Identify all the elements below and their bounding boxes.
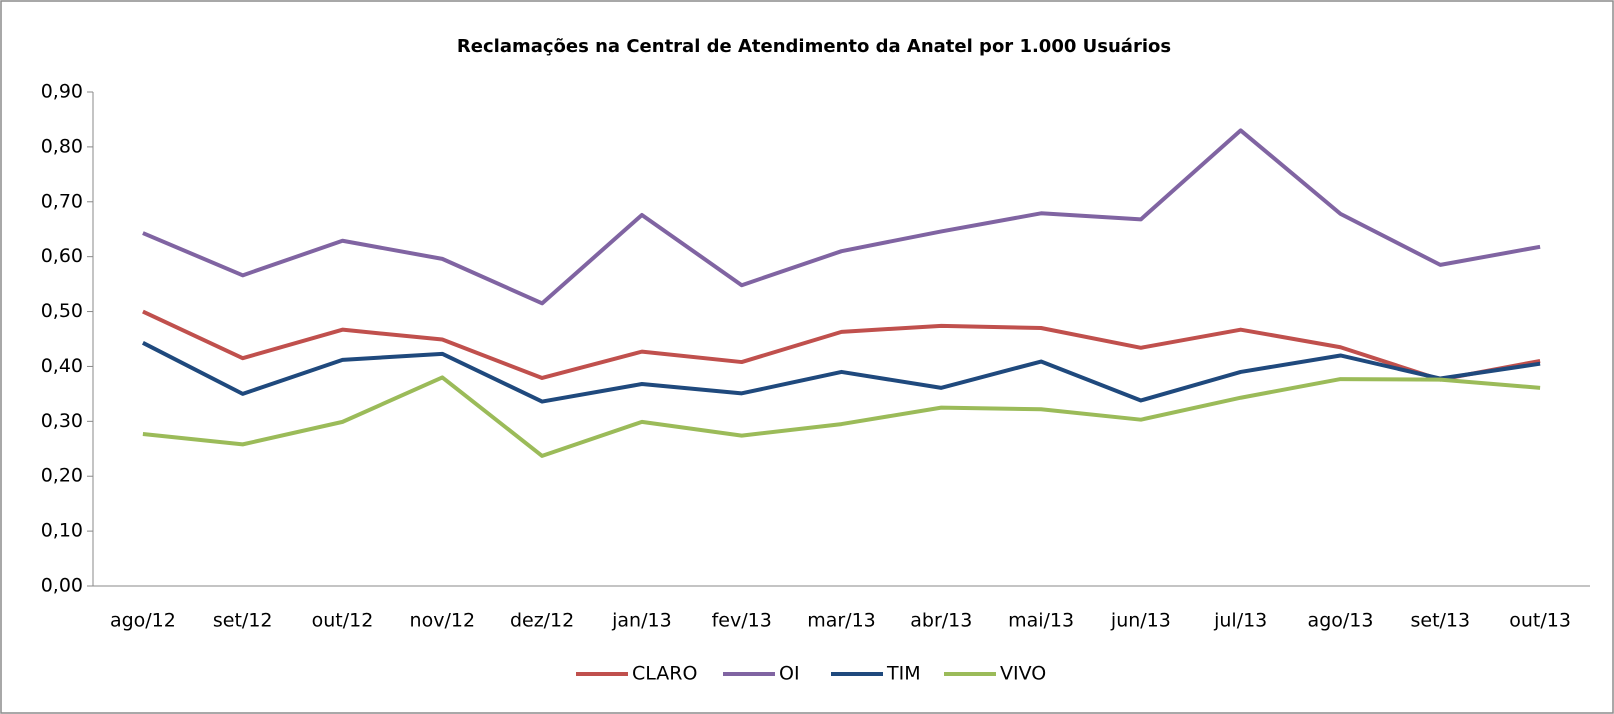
x-tick-label: mar/13 [807,610,876,632]
y-tick-label: 0,20 [41,465,83,487]
y-tick-label: 0,90 [41,81,83,103]
legend-label: CLARO [632,663,697,685]
line-series [142,375,1541,458]
x-tick-label: set/12 [213,610,273,632]
x-tick-label: out/12 [312,610,374,632]
x-tick-label: dez/12 [510,610,574,632]
x-tick-label: set/13 [1410,610,1470,632]
x-tick-label: ago/12 [110,610,176,632]
y-tick-label: 0,50 [41,300,83,322]
x-tick-label: ago/13 [1308,610,1374,632]
x-tick-label: nov/12 [410,610,476,632]
x-tick-label: fev/13 [712,610,772,632]
line-series [141,341,1541,404]
x-tick-label: jul/13 [1213,610,1267,632]
legend-label: TIM [886,663,921,685]
legend-label: VIVO [1000,663,1046,685]
x-tick-label: abr/13 [910,610,972,632]
y-tick-label: 0,00 [41,575,83,597]
y-tick-label: 0,40 [41,355,83,377]
y-tick-label: 0,70 [41,190,83,212]
y-tick-label: 0,10 [41,520,83,542]
x-tick-label: jan/13 [611,610,672,632]
y-tick-label: 0,60 [41,245,83,267]
line-series [142,309,1541,382]
y-tick-label: 0,30 [41,410,83,432]
x-tick-label: out/13 [1509,610,1571,632]
line-series [142,128,1541,306]
x-tick-label: mai/13 [1008,610,1074,632]
x-tick-label: jun/13 [1110,610,1171,632]
legend-label: OI [779,663,800,685]
y-tick-label: 0,80 [41,135,83,157]
chart-title: Reclamações na Central de Atendimento da… [457,36,1171,57]
